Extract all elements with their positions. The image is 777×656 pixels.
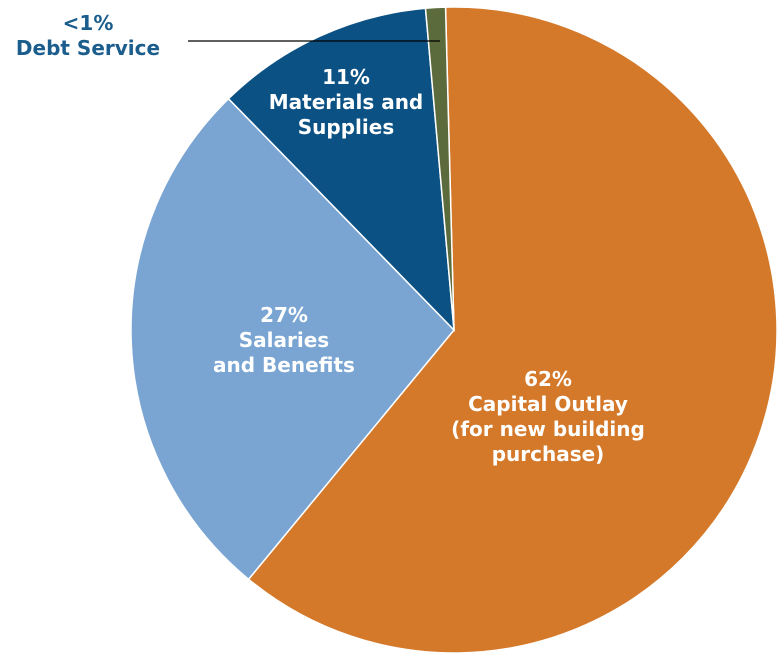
label-line: and Benefits — [213, 353, 355, 377]
label-line: Debt Service — [16, 36, 160, 60]
label-line: purchase) — [492, 442, 605, 466]
label-capital-outlay: 62% Capital Outlay (for new building purcha… — [451, 367, 645, 466]
label-percent: <1% — [63, 11, 114, 35]
slice-capital-outlay — [247, 6, 777, 654]
label-line: Supplies — [298, 115, 394, 139]
label-line: Capital Outlay — [468, 392, 628, 416]
label-percent: 11% — [322, 65, 370, 89]
pie-labels: 62% Capital Outlay (for new building purcha… — [16, 11, 645, 466]
label-line: (for new building — [451, 417, 645, 441]
slice-salaries-and-benefits — [130, 97, 456, 581]
label-materials-and-supplies: 11% Materials and Supplies — [269, 65, 424, 139]
label-percent: 62% — [524, 367, 572, 391]
pie-slices — [130, 6, 777, 654]
label-salaries-and-benefits: 27% Salaries and Benefits — [213, 303, 355, 377]
label-line: Materials and — [269, 90, 424, 114]
label-percent: 27% — [260, 303, 308, 327]
slice-materials-and-supplies — [227, 7, 455, 333]
label-line: Salaries — [239, 328, 329, 352]
label-debt-service: <1% Debt Service — [16, 11, 160, 60]
slice-debt-service — [424, 6, 455, 331]
